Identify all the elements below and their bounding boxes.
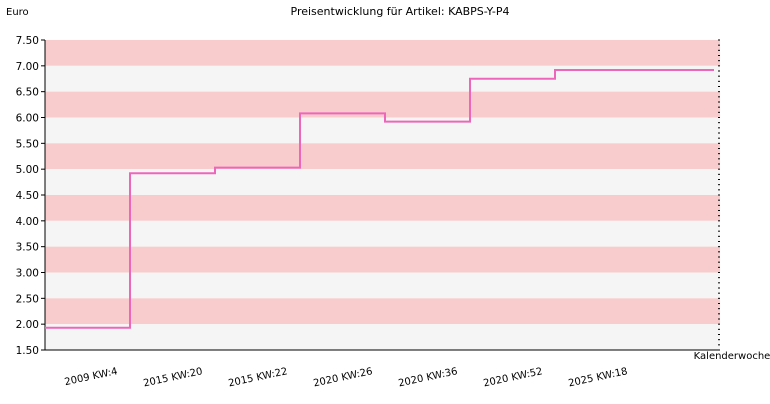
y-tick-label: 7.50 bbox=[16, 35, 39, 47]
background-band bbox=[45, 272, 720, 299]
x-tick-label: 2020 KW:36 bbox=[397, 366, 458, 389]
x-tick-label: 2009 KW:4 bbox=[64, 366, 119, 388]
x-tick-label: 2015 KW:22 bbox=[227, 366, 288, 389]
background-band bbox=[45, 298, 720, 325]
background-band bbox=[45, 220, 720, 247]
y-tick-label: 1.50 bbox=[16, 345, 39, 357]
y-tick-label: 4.50 bbox=[16, 190, 39, 202]
background-band bbox=[45, 195, 720, 221]
y-tick-label: 5.00 bbox=[16, 164, 39, 176]
y-tick-label: 3.50 bbox=[16, 242, 39, 254]
background-band bbox=[45, 324, 720, 350]
background-bands bbox=[45, 40, 720, 350]
x-tick-label: 2020 KW:52 bbox=[482, 366, 543, 389]
series-line bbox=[45, 68, 714, 329]
y-tick-label: 4.00 bbox=[16, 216, 39, 228]
y-tick-label: 7.00 bbox=[16, 61, 39, 73]
background-band bbox=[45, 117, 720, 144]
y-tick-label: 6.50 bbox=[16, 87, 39, 99]
x-axis-label: Kalenderwoche bbox=[694, 351, 770, 362]
chart-title: Preisentwicklung für Artikel: KABPS-Y-P4 bbox=[291, 5, 510, 18]
background-band bbox=[45, 40, 720, 66]
y-axis-unit-label: Euro bbox=[6, 7, 29, 18]
y-tick-label: 6.00 bbox=[16, 113, 39, 125]
x-tick-label: 2020 KW:26 bbox=[312, 366, 373, 389]
y-tick-label: 2.00 bbox=[16, 319, 39, 331]
y-tick-label: 5.50 bbox=[16, 138, 39, 150]
background-band bbox=[45, 246, 720, 273]
y-tick-label: 3.00 bbox=[16, 268, 39, 280]
y-tick-label: 2.50 bbox=[16, 293, 39, 305]
series-layer bbox=[45, 68, 714, 329]
background-band bbox=[45, 143, 720, 170]
x-tick-label: 2025 KW:18 bbox=[567, 366, 628, 389]
x-tick-label: 2015 KW:20 bbox=[142, 366, 203, 389]
